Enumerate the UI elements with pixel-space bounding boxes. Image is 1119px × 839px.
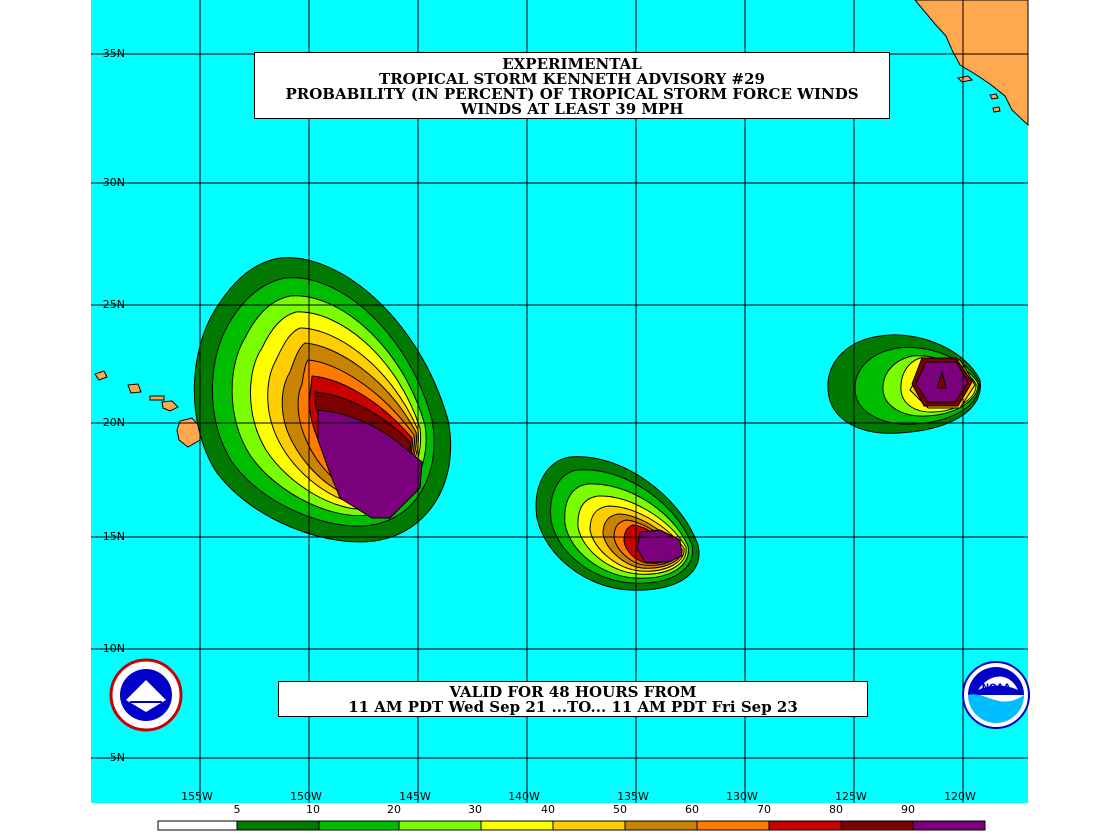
hawaii-island-oahu: [127, 383, 142, 394]
channel-island: [992, 106, 1001, 113]
title-line-1: EXPERIMENTAL: [502, 55, 642, 73]
title-line-3: PROBABILITY (IN PERCENT) OF TROPICAL STO…: [285, 85, 859, 103]
title-line-4: WINDS AT LEAST 39 MPH: [460, 100, 684, 118]
lon-label: 145W: [399, 790, 431, 803]
legend-label: 30: [468, 803, 482, 816]
title-line-2: TROPICAL STORM KENNETH ADVISORY #29: [379, 70, 765, 88]
lon-label: 150W: [290, 790, 322, 803]
probability-area-west: [193, 257, 452, 543]
lat-label: 20N: [102, 416, 125, 429]
valid-line-2: 11 AM PDT Wed Sep 21 ...TO... 11 AM PDT …: [348, 698, 798, 716]
noaa-logo: NOAA: [962, 661, 1030, 729]
lon-label: 135W: [617, 790, 649, 803]
legend-label: 90: [901, 803, 915, 816]
hawaii-island-molokai: [149, 395, 165, 401]
lon-label: 155W: [181, 790, 213, 803]
probability-area-middle: [535, 456, 700, 591]
channel-island: [956, 75, 974, 83]
lat-label: 10N: [102, 642, 125, 655]
svg-text:NOAA: NOAA: [982, 683, 1011, 693]
channel-island: [989, 93, 999, 100]
legend-label: 50: [613, 803, 627, 816]
lon-label: 120W: [944, 790, 976, 803]
legend-label: 70: [757, 803, 771, 816]
legend-label: 5: [233, 803, 241, 816]
hawaii-island-big-island: [176, 417, 202, 448]
lon-label: 140W: [508, 790, 540, 803]
hawaii-island-kauai: [94, 370, 108, 381]
lon-label: 125W: [835, 790, 867, 803]
lat-label: 25N: [102, 298, 125, 311]
hawaii-island-maui: [161, 400, 179, 412]
nws-logo: [109, 658, 183, 732]
legend-label: 20: [387, 803, 401, 816]
lat-label: 15N: [102, 530, 125, 543]
title-box: EXPERIMENTAL TROPICAL STORM KENNETH ADVI…: [254, 52, 890, 119]
legend-label: 40: [541, 803, 555, 816]
legend-label: 60: [685, 803, 699, 816]
lat-label: 35N: [102, 47, 125, 60]
lat-label: 5N: [109, 751, 125, 764]
valid-line-1: VALID FOR 48 HOURS FROM: [449, 683, 697, 701]
legend-bar: [157, 820, 986, 831]
legend-label: 10: [306, 803, 320, 816]
california-coast: [914, 0, 1029, 127]
lon-label: 130W: [726, 790, 758, 803]
probability-area-east: [827, 334, 981, 434]
legend-label: 80: [829, 803, 843, 816]
lat-label: 30N: [102, 176, 125, 189]
valid-period-box: VALID FOR 48 HOURS FROM 11 AM PDT Wed Se…: [278, 681, 868, 717]
